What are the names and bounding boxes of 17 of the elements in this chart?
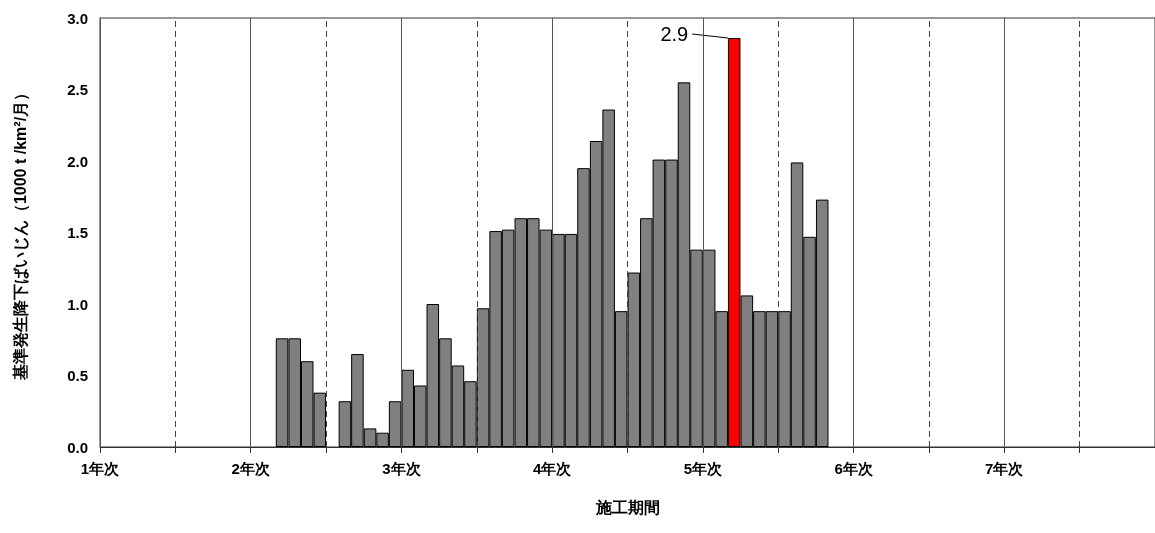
x-tick-label: 3年次 [382, 460, 422, 477]
y-tick-label: 1.0 [67, 295, 88, 313]
y-tick-label: 3.0 [67, 9, 88, 27]
x-tick-label: 4年次 [532, 460, 573, 477]
annotation: 2.9 [660, 23, 689, 46]
x-tick-label: 6年次 [834, 460, 874, 477]
y-tick-label: 2.5 [67, 81, 88, 98]
x-tick-label: 7年次 [985, 460, 1025, 477]
y-tick-label: 2.0 [67, 152, 88, 170]
x-tick-label: 2年次 [231, 460, 271, 477]
y-tick-label: 1.5 [67, 224, 88, 241]
x-tick-label: 1年次 [80, 460, 121, 477]
y-tick-label: 0.5 [67, 367, 88, 384]
y-axis-title: 基準発生降下ばいじん（1000 t /km²/月） [11, 84, 30, 382]
x-tick-label: 5年次 [683, 460, 724, 477]
y-tick-label: 0.0 [67, 438, 88, 456]
x-axis-title: 施工期間 [594, 498, 660, 516]
